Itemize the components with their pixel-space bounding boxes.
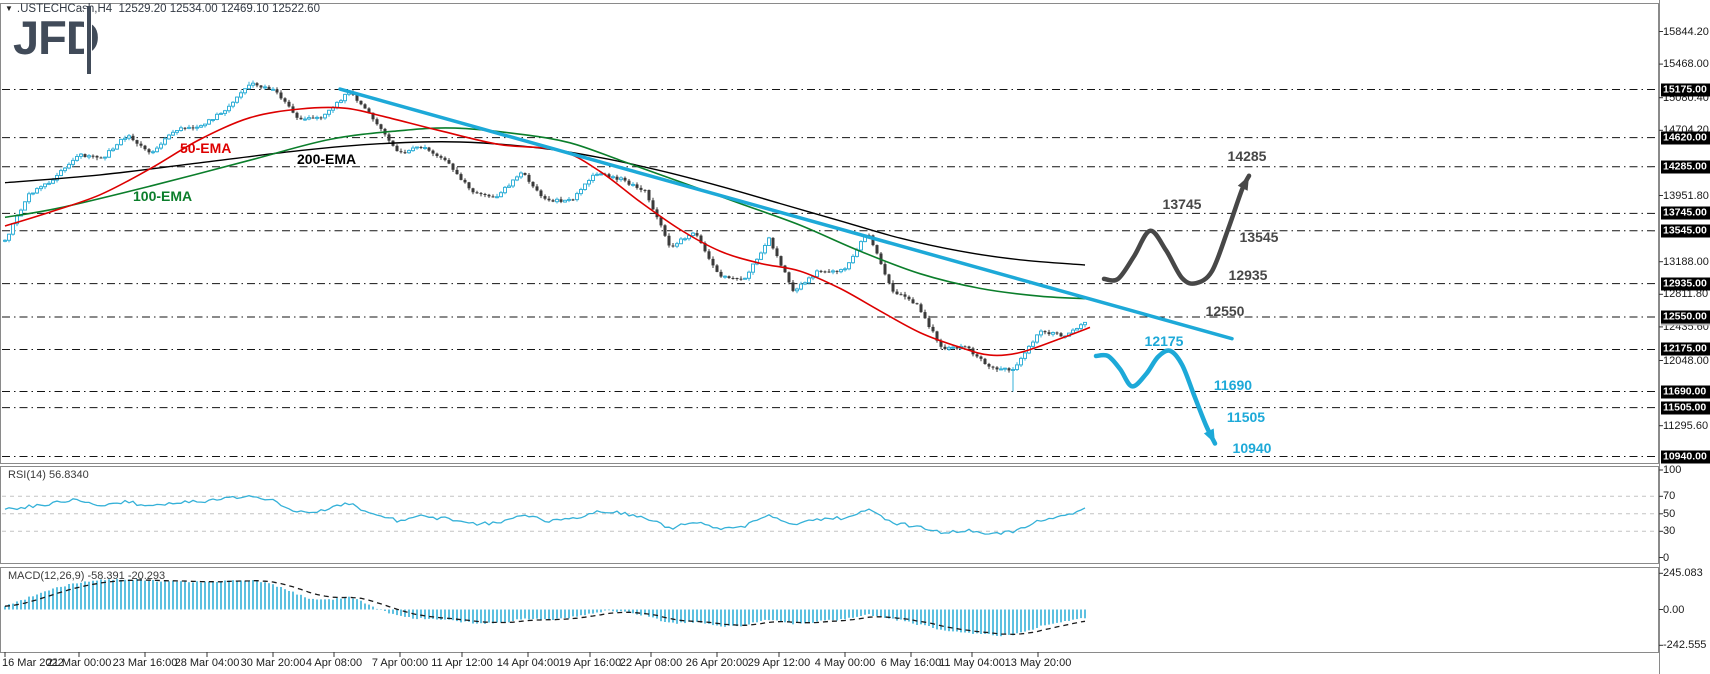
time-axis-label: 11 Apr 12:00 bbox=[431, 657, 493, 669]
rsi-indicator-label: RSI(14) 56.8340 bbox=[8, 469, 89, 481]
main-chart-area[interactable] bbox=[0, 3, 1659, 463]
time-axis-label: 4 Apr 08:00 bbox=[305, 657, 363, 669]
price-axis-tick: 15844.20 bbox=[1663, 25, 1709, 38]
time-scale-axis[interactable] bbox=[0, 652, 1659, 674]
time-axis-label: 11 May 04:00 bbox=[939, 657, 1005, 669]
time-axis-label: 28 Mar 04:00 bbox=[174, 657, 240, 669]
time-axis-label: 30 Mar 20:00 bbox=[240, 657, 306, 669]
price-level-badge: 11505.00 bbox=[1661, 401, 1710, 415]
price-axis-tick: 13951.80 bbox=[1663, 189, 1709, 202]
price-axis-tick: 13188.00 bbox=[1663, 255, 1709, 268]
time-axis-label: 21 Mar 00:00 bbox=[46, 657, 112, 669]
bearish-projection-arrow bbox=[1093, 348, 1218, 446]
time-axis-label: 23 Mar 16:00 bbox=[112, 657, 178, 669]
chart-dropdown-icon[interactable]: ▼ bbox=[5, 4, 13, 13]
macd-signal-line bbox=[4, 579, 1086, 636]
price-level-badge: 12550.00 bbox=[1661, 310, 1710, 324]
jfd-logo-candle-icon bbox=[86, 6, 91, 74]
projection-level-label: 13545 bbox=[1239, 229, 1279, 245]
time-axis-label: 4 May 00:00 bbox=[814, 657, 876, 669]
rsi-axis-tick: 0 bbox=[1663, 551, 1670, 564]
ema-label: 200-EMA bbox=[297, 151, 357, 167]
projection-level-label: 11505 bbox=[1226, 409, 1266, 425]
ema-label: 100-EMA bbox=[133, 188, 193, 204]
projection-level-label: 11690 bbox=[1213, 377, 1253, 393]
macd-axis-tick: -242.555 bbox=[1663, 639, 1707, 652]
panel-frames bbox=[0, 0, 1660, 674]
time-axis-label: 16 Mar 2022 bbox=[2, 657, 64, 669]
price-axis-tick: 12048.00 bbox=[1663, 354, 1709, 367]
projection-level-label: 13745 bbox=[1162, 196, 1202, 212]
macd-indicator-label: MACD(12,26,9) -58.391 -20.293 bbox=[8, 570, 166, 582]
time-axis-label: 14 Apr 04:00 bbox=[496, 657, 560, 669]
price-axis-tick: 15468.00 bbox=[1663, 58, 1709, 71]
macd-histogram bbox=[4, 578, 1086, 637]
price-scale-axis[interactable] bbox=[1659, 0, 1710, 652]
ohlc-readout: 12529.20 12534.00 12469.10 12522.60 bbox=[118, 3, 320, 15]
rsi-axis-tick: 50 bbox=[1663, 507, 1676, 520]
rsi-line bbox=[4, 495, 1086, 535]
price-level-badge: 12175.00 bbox=[1661, 342, 1710, 356]
rsi-level-lines bbox=[2, 495, 1657, 532]
ema-label: 50-EMA bbox=[180, 140, 232, 156]
projection-level-label: 14285 bbox=[1227, 148, 1267, 164]
price-level-badge: 14285.00 bbox=[1661, 160, 1710, 174]
time-axis-label: 7 Apr 00:00 bbox=[371, 657, 429, 669]
price-axis-tick: 11295.60 bbox=[1663, 419, 1709, 432]
price-level-badge: 14620.00 bbox=[1661, 131, 1710, 145]
ema-lines bbox=[4, 106, 1091, 357]
time-axis-label: 29 Apr 12:00 bbox=[747, 657, 811, 669]
price-level-badge: 13745.00 bbox=[1661, 206, 1710, 220]
macd-axis-tick: 0.00 bbox=[1663, 603, 1685, 616]
price-level-badge: 15175.00 bbox=[1661, 83, 1710, 97]
time-axis-label: 6 May 16:00 bbox=[880, 657, 942, 669]
time-axis-label: 26 Apr 20:00 bbox=[685, 657, 749, 669]
macd-panel-area[interactable] bbox=[0, 567, 1659, 652]
projection-level-label: 12175 bbox=[1144, 333, 1184, 349]
macd-axis-tick: 245.083 bbox=[1663, 567, 1703, 580]
rsi-axis-tick: 30 bbox=[1663, 525, 1676, 538]
descending-trendline bbox=[338, 87, 1234, 341]
rsi-axis-tick: 100 bbox=[1663, 464, 1682, 476]
rsi-panel-area[interactable] bbox=[0, 466, 1659, 563]
projection-level-label: 12550 bbox=[1205, 303, 1245, 319]
price-level-badge: 13545.00 bbox=[1661, 224, 1710, 238]
projection-level-label: 12935 bbox=[1228, 267, 1268, 283]
candlestick-series bbox=[3, 80, 1087, 392]
time-axis-label: 13 May 20:00 bbox=[1004, 657, 1072, 669]
price-level-badge: 12935.00 bbox=[1661, 277, 1710, 291]
axis-tick-marks bbox=[4, 31, 1663, 657]
price-level-badge: 11690.00 bbox=[1661, 385, 1710, 399]
projection-level-label: 10940 bbox=[1232, 440, 1272, 456]
time-axis-label: 19 Apr 16:00 bbox=[558, 657, 622, 669]
jfd-logo: JFD bbox=[13, 6, 100, 74]
price-axis-tick: 12811.80 bbox=[1663, 288, 1709, 301]
time-axis-label: 22 Apr 08:00 bbox=[619, 657, 683, 669]
price-level-badge: 10940.00 bbox=[1661, 450, 1710, 463]
rsi-axis-tick: 70 bbox=[1663, 490, 1676, 503]
bullish-projection-arrow bbox=[1101, 173, 1252, 286]
